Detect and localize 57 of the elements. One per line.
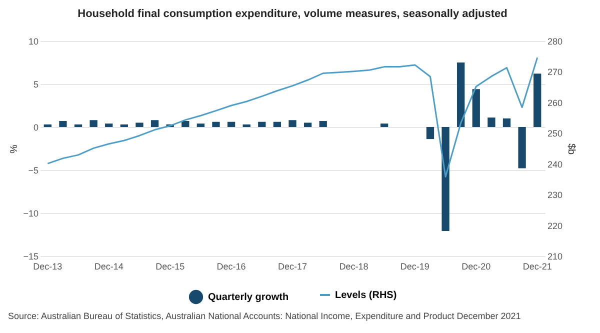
x-tick-label: Dec-13 [33, 262, 62, 272]
x-tick-label: Dec-18 [339, 262, 368, 272]
x-tick-label: Dec-14 [94, 262, 124, 272]
bar [59, 120, 67, 127]
bar [380, 124, 388, 127]
bar [227, 122, 236, 127]
y2-tick-label: 220 [548, 220, 563, 231]
y-tick-label: −15 [23, 252, 38, 262]
x-tick-label: Dec-15 [156, 262, 185, 272]
y-tick-label: 5 [33, 80, 38, 90]
bar [182, 120, 190, 127]
bar [319, 120, 327, 127]
y-tick-label: 10 [28, 36, 38, 46]
y2-tick-label: 230 [548, 190, 563, 200]
bar [120, 124, 128, 127]
y2-tick-label: 250 [548, 128, 563, 139]
y-tick-label: −10 [23, 208, 38, 218]
bar [502, 118, 511, 127]
x-tick-label: Dec-20 [462, 262, 491, 272]
bar [534, 74, 542, 127]
y2-tick-label: 210 [548, 252, 563, 262]
y2-tick-label: 240 [548, 159, 563, 170]
x-tick-label: Dec-21 [522, 262, 552, 272]
legend-label: Levels (RHS) [335, 290, 397, 301]
bar [90, 120, 98, 127]
x-tick-label: Dec-17 [278, 262, 308, 272]
bar [74, 124, 82, 127]
bar [150, 120, 159, 127]
y-tick-label: 0 [33, 122, 38, 132]
bar [44, 124, 52, 127]
bar [273, 122, 282, 127]
y2-tick-label: 280 [548, 36, 563, 46]
bar [426, 127, 434, 140]
x-tick-label: Dec-19 [400, 262, 430, 272]
legend-label: Quarterly growth [208, 292, 289, 303]
bar [457, 62, 465, 127]
y2-axis-title: $b [566, 143, 577, 155]
x-tick-label: Dec-16 [216, 262, 246, 272]
bar [442, 127, 450, 232]
bar [196, 124, 205, 127]
bar [488, 118, 496, 127]
line-series [46, 56, 538, 178]
y2-tick-label: 270 [548, 67, 563, 78]
y-axis-title: % [9, 144, 20, 154]
bar [304, 122, 312, 127]
y2-tick-label: 260 [548, 98, 563, 108]
bar [472, 89, 480, 127]
bar [212, 122, 220, 127]
bar [105, 124, 113, 127]
bar [518, 127, 526, 168]
bar [258, 122, 266, 127]
bar [242, 124, 250, 127]
source-note: Source: Australian Bureau of Statistics, Australian National Accounts: National Income, Expenditure and Product December 2021 [8, 311, 522, 321]
y-tick-label: −5 [28, 166, 38, 176]
bar [288, 120, 296, 127]
chart-title: Household final consumption expenditure, volume measures, seasonally adjusted [78, 8, 508, 20]
bar [136, 122, 144, 127]
